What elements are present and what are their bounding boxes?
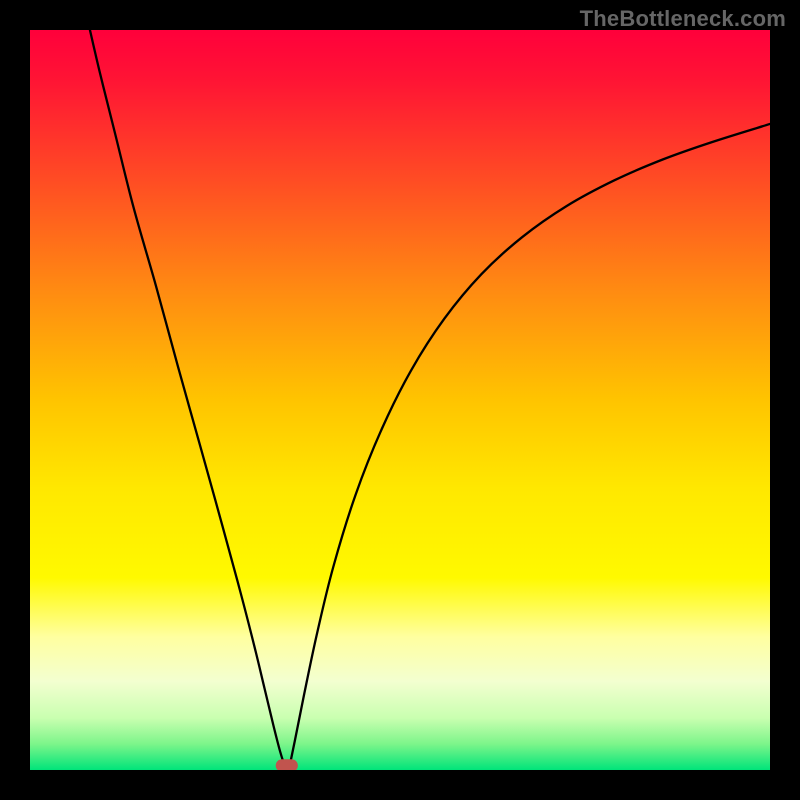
plot-svg <box>30 30 770 770</box>
trough-marker <box>276 759 298 770</box>
gradient-background <box>30 30 770 770</box>
chart-frame: TheBottleneck.com <box>0 0 800 800</box>
watermark-text: TheBottleneck.com <box>580 6 786 32</box>
plot-area <box>30 30 770 770</box>
